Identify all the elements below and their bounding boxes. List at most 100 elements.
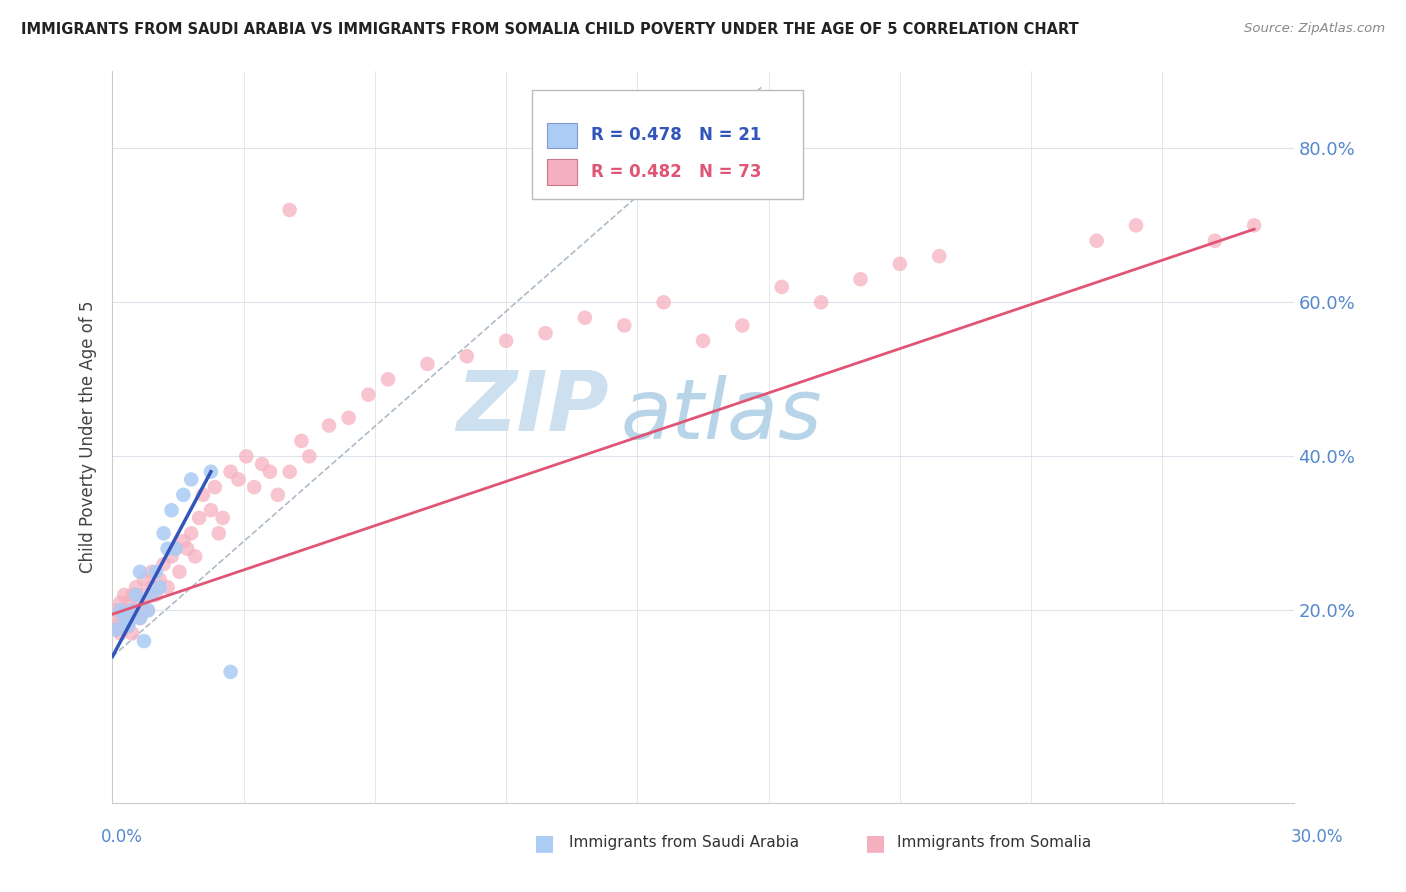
Point [1204,234,1226,248]
Point [208,526,231,541]
Point [132,634,155,648]
Point [156,580,179,594]
Point [141,588,163,602]
Point [243,480,266,494]
Point [495,334,517,348]
Point [298,450,321,464]
Point [191,488,214,502]
Point [1125,219,1147,233]
Point [928,249,950,263]
Point [692,334,714,348]
Point [652,295,675,310]
Point [112,588,135,602]
Text: Immigrants from Saudi Arabia: Immigrants from Saudi Arabia [569,836,800,850]
Point [176,541,198,556]
Text: Immigrants from Somalia: Immigrants from Somalia [897,836,1091,850]
Point [152,526,174,541]
Point [165,541,187,556]
Point [200,465,222,479]
Point [145,565,167,579]
Point [110,596,132,610]
Text: ZIP: ZIP [456,368,609,449]
Point [1085,234,1108,248]
Point [180,472,202,486]
Point [318,418,340,433]
Point [456,349,478,363]
Point [534,326,557,340]
Point [125,588,148,602]
Text: 30.0%: 30.0% [1291,828,1343,846]
Point [290,434,312,448]
Point [110,611,132,625]
Point [117,618,139,632]
Point [259,465,281,479]
Point [613,318,636,333]
Point [129,611,152,625]
Point [156,541,179,556]
Text: R = 0.482   N = 73: R = 0.482 N = 73 [591,163,761,181]
Point [235,450,257,464]
Point [132,588,155,602]
Point [278,465,301,479]
Point [112,618,135,632]
Point [112,611,135,625]
Point [129,596,152,610]
Point [136,603,159,617]
Point [125,603,148,617]
Point [105,603,128,617]
Point [416,357,439,371]
Point [377,372,399,386]
Point [770,280,793,294]
Point [125,580,148,594]
Point [849,272,872,286]
Point [180,526,202,541]
Text: Source: ZipAtlas.com: Source: ZipAtlas.com [1244,22,1385,36]
Point [219,465,242,479]
Point [136,603,159,617]
Point [110,603,132,617]
Point [267,488,290,502]
Y-axis label: Child Poverty Under the Age of 5: Child Poverty Under the Age of 5 [79,301,97,574]
Point [117,596,139,610]
Point [357,388,380,402]
Text: IMMIGRANTS FROM SAUDI ARABIA VS IMMIGRANTS FROM SOMALIA CHILD POVERTY UNDER THE : IMMIGRANTS FROM SAUDI ARABIA VS IMMIGRAN… [21,22,1078,37]
Point [129,565,152,579]
Text: R = 0.478   N = 21: R = 0.478 N = 21 [591,127,761,145]
Point [250,457,273,471]
Point [117,618,139,632]
Point [129,611,152,625]
Point [169,565,191,579]
Point [117,611,139,625]
Point [141,565,163,579]
Text: atlas: atlas [620,375,823,456]
Point [278,202,301,217]
Text: 0.0%: 0.0% [101,828,143,846]
Point [160,503,183,517]
Point [121,603,143,617]
Point [110,626,132,640]
Point [145,588,167,602]
Point [132,573,155,587]
Point [200,503,222,517]
Point [121,603,143,617]
Point [121,626,143,640]
Point [889,257,911,271]
Point [337,410,360,425]
Text: ■: ■ [534,833,555,853]
FancyBboxPatch shape [531,90,803,200]
Point [160,549,183,564]
Point [165,541,187,556]
Point [172,534,194,549]
Point [141,580,163,594]
Point [184,549,207,564]
Point [228,472,250,486]
Point [105,618,128,632]
Point [574,310,596,325]
Point [1243,219,1265,233]
Point [112,603,135,617]
Point [105,623,128,637]
Point [188,511,211,525]
Point [149,580,172,594]
Point [219,665,242,679]
FancyBboxPatch shape [547,159,576,185]
